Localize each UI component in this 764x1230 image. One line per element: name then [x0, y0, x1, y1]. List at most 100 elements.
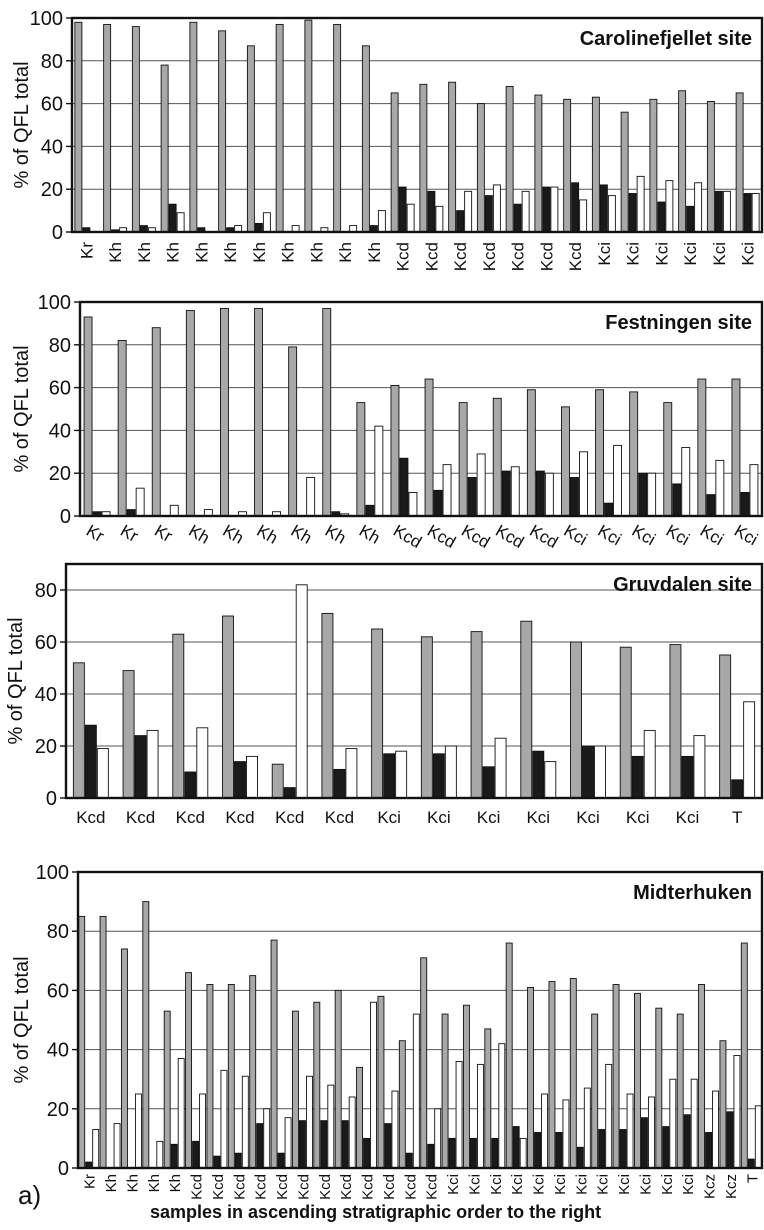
bar — [470, 1138, 476, 1168]
x-tick-label: Kh — [146, 1174, 163, 1192]
bar — [152, 328, 160, 516]
x-tick-label: Kh — [219, 521, 247, 548]
bar — [425, 379, 433, 516]
x-tick-label: Kcd — [526, 521, 561, 552]
bar — [284, 788, 295, 798]
bar — [707, 101, 714, 232]
bar — [637, 176, 644, 232]
x-tick-label: Kcd — [422, 242, 441, 271]
bar — [371, 1002, 377, 1168]
x-tick-label: Kci — [710, 242, 729, 266]
y-tick-label: 0 — [52, 222, 63, 244]
bar — [443, 465, 451, 516]
bar — [744, 702, 755, 798]
bar — [264, 1109, 270, 1168]
x-tick-label: Kci — [739, 242, 758, 266]
bar — [563, 1100, 569, 1168]
chart-title: Gruvdalen site — [613, 574, 752, 596]
x-tick-label: Kr — [117, 521, 142, 546]
bar — [292, 1011, 298, 1168]
bar — [477, 1064, 483, 1168]
bar — [247, 756, 258, 798]
x-tick-label: Kci — [616, 1174, 633, 1195]
bar — [632, 756, 643, 798]
bar — [533, 751, 544, 798]
bar — [221, 1070, 227, 1168]
bar — [499, 1044, 505, 1168]
x-tick-label: Kci — [526, 808, 550, 827]
x-tick-label: Kci — [652, 242, 671, 266]
bar — [169, 204, 176, 232]
bar — [545, 473, 553, 516]
bar — [556, 1132, 562, 1168]
bar — [445, 746, 456, 798]
y-tick-label: 20 — [35, 736, 57, 758]
bar — [85, 725, 96, 798]
bar — [596, 390, 604, 516]
bar — [723, 191, 730, 232]
bar — [634, 993, 640, 1168]
x-tick-label: Kh — [288, 521, 316, 548]
bar — [399, 1041, 405, 1168]
bar — [679, 91, 686, 232]
x-tick-label: Kh — [356, 521, 384, 548]
y-tick-label: 100 — [38, 292, 71, 314]
bar — [157, 1141, 163, 1168]
bar — [289, 347, 297, 516]
y-tick-label: 40 — [41, 136, 63, 158]
x-tick-label: Kcd — [451, 242, 470, 271]
bar — [378, 996, 384, 1168]
x-tick-label: Kh — [167, 1174, 184, 1192]
bar — [104, 24, 111, 232]
x-tick-label: Kh — [221, 242, 240, 263]
bar — [727, 1112, 733, 1168]
bar — [263, 213, 270, 232]
bar — [545, 762, 556, 798]
bar — [136, 488, 144, 516]
x-tick-label: Kr — [83, 521, 108, 546]
bar — [114, 1124, 120, 1168]
bar — [161, 65, 168, 232]
bar — [143, 902, 149, 1168]
bar — [428, 191, 435, 232]
y-tick-label: 0 — [46, 788, 57, 810]
y-tick-label: 0 — [58, 1158, 69, 1180]
bar — [396, 751, 407, 798]
bar — [630, 392, 638, 516]
bar — [459, 403, 467, 516]
bar — [699, 984, 705, 1168]
bar — [614, 445, 622, 516]
x-tick-label: Kcd — [231, 1174, 248, 1200]
bar — [741, 943, 747, 1168]
x-tick-label: Kci — [427, 808, 451, 827]
bar — [276, 24, 283, 232]
bar — [600, 185, 607, 232]
bar — [121, 949, 127, 1168]
bar — [334, 769, 345, 798]
x-tick-label: Kci — [659, 1174, 676, 1195]
bar — [421, 637, 432, 798]
bar — [449, 82, 456, 232]
y-tick-label: 100 — [36, 862, 69, 884]
bar — [606, 1064, 612, 1168]
x-axis-caption: samples in ascending stratigraphic order… — [150, 1202, 601, 1223]
bar — [170, 505, 178, 516]
bar — [551, 187, 558, 232]
y-tick-label: 40 — [35, 684, 57, 706]
x-tick-label: Kcd — [492, 521, 527, 552]
bar — [572, 183, 579, 232]
bar — [257, 1124, 263, 1168]
bar — [677, 1014, 683, 1168]
bar — [670, 645, 681, 798]
bar — [561, 407, 569, 516]
bar — [436, 206, 443, 232]
x-tick-label: Kci — [509, 1174, 526, 1195]
bar — [595, 746, 606, 798]
y-tick-label: 60 — [35, 632, 57, 654]
bar — [307, 477, 315, 516]
bar — [502, 471, 510, 516]
x-tick-label: Kcd — [275, 808, 304, 827]
bar — [564, 99, 571, 232]
bar — [235, 762, 246, 798]
bar — [305, 20, 312, 232]
